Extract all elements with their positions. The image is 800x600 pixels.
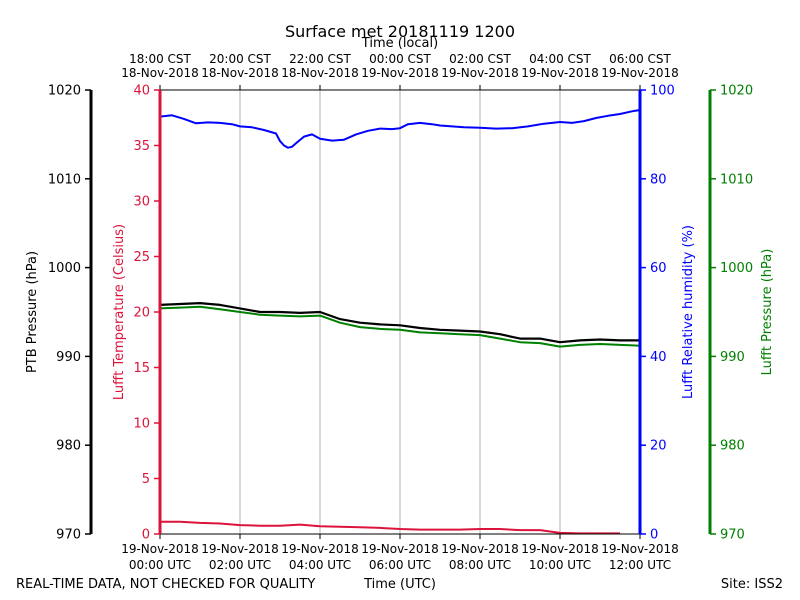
y-tick-label-temp: 15 [133,361,150,376]
y-axis-label-temp: Lufft Temperature (Celsius) [112,224,127,400]
y-axis-label-rh: Lufft Relative humidity (%) [681,225,696,399]
grid-lines [239,90,561,534]
y-tick-label-rh: 40 [650,350,667,365]
x-tick-label-date: 19-Nov-2018 [201,542,279,556]
y-tick-label-ptb: 970 [56,528,81,543]
y-tick-label-ptb: 990 [56,350,81,365]
y-tick-label-temp: 20 [133,306,150,321]
y-tick-label-ptb: 1000 [48,261,81,276]
x-tick-label-date: 19-Nov-2018 [361,542,439,556]
axes: 19-Nov-2018 00:00 UTC 19-Nov-2018 02:00 UTC… [25,52,775,572]
y-tick-label-lpres: 990 [720,350,745,365]
x-tick-label-utc: 12:00 UTC [609,558,671,572]
x-tick-label-local-time: 00:00 CST [369,52,431,66]
y-tick-label-temp: 35 [133,139,150,154]
y-tick-label-rh: 0 [650,528,658,543]
y-tick-label-ptb: 1020 [48,84,81,99]
y-tick-label-rh: 20 [650,439,667,454]
x-tick-label-local-date: 18-Nov-2018 [121,66,199,80]
x-tick-label-utc: 10:00 UTC [529,558,591,572]
x-tick-label-date: 19-Nov-2018 [601,542,679,556]
y-tick-label-lpres: 980 [720,439,745,454]
series-line-lufft-temperature [160,520,620,535]
x-tick-label-date: 19-Nov-2018 [281,542,359,556]
x-tick-label-date: 19-Nov-2018 [121,542,199,556]
x-tick-label-utc: 02:00 UTC [209,558,271,572]
y-axis-label-lpres: Lufft Pressure (hPa) [760,249,775,376]
x-tick-label-utc: 04:00 UTC [289,558,351,572]
site-label: Site: ISS2 [721,577,783,592]
x-tick-label-local-time: 22:00 CST [289,52,351,66]
top-axis-label: Time (local) [361,36,438,51]
y-tick-label-ptb: 980 [56,439,81,454]
x-tick-label-local-time: 20:00 CST [209,52,271,66]
y-tick-label-lpres: 1020 [720,84,753,99]
x-tick-label-local-date: 19-Nov-2018 [521,66,599,80]
y-tick-label-rh: 80 [650,172,667,187]
y-tick-label-temp: 30 [133,195,150,210]
series-line-lufft-pressure [159,305,641,348]
x-tick-label-local-date: 18-Nov-2018 [201,66,279,80]
y-tick-label-lpres: 1000 [720,261,753,276]
y-tick-label-lpres: 1010 [720,172,753,187]
series-line-lufft-relative-humidity [159,109,641,149]
x-tick-label-utc: 08:00 UTC [449,558,511,572]
x-tick-label-local-time: 04:00 CST [529,52,591,66]
x-tick-label-local-date: 18-Nov-2018 [281,66,359,80]
x-tick-label-utc: 06:00 UTC [369,558,431,572]
y-tick-label-rh: 100 [650,84,675,99]
chart-title: Surface met 20181119 1200 [285,22,515,41]
x-tick-label-date: 19-Nov-2018 [441,542,519,556]
footer-quality-note: REAL-TIME DATA, NOT CHECKED FOR QUALITY [16,577,315,592]
x-tick-label-local-date: 19-Nov-2018 [441,66,519,80]
y-tick-label-lpres: 970 [720,528,745,543]
y-tick-label-rh: 60 [650,261,667,276]
x-tick-label-date: 19-Nov-2018 [521,542,599,556]
y-tick-label-temp: 25 [133,250,150,265]
bottom-axis-label: Time (UTC) [363,577,436,592]
x-tick-label-local-date: 19-Nov-2018 [361,66,439,80]
y-tick-label-temp: 5 [142,472,150,487]
x-tick-label-utc: 00:00 UTC [129,558,191,572]
y-axis-label-ptb: PTB Pressure (hPa) [25,251,40,373]
y-tick-label-ptb: 1010 [48,172,81,187]
y-tick-label-temp: 10 [133,417,150,432]
y-tick-label-temp: 40 [133,84,150,99]
x-tick-label-local-time: 18:00 CST [129,52,191,66]
series-lines [159,109,641,535]
x-tick-label-local-time: 02:00 CST [449,52,511,66]
y-tick-label-temp: 0 [142,528,150,543]
x-tick-label-local-time: 06:00 CST [609,52,671,66]
series-line-ptb-pressure [159,302,640,344]
x-tick-label-local-date: 19-Nov-2018 [601,66,679,80]
